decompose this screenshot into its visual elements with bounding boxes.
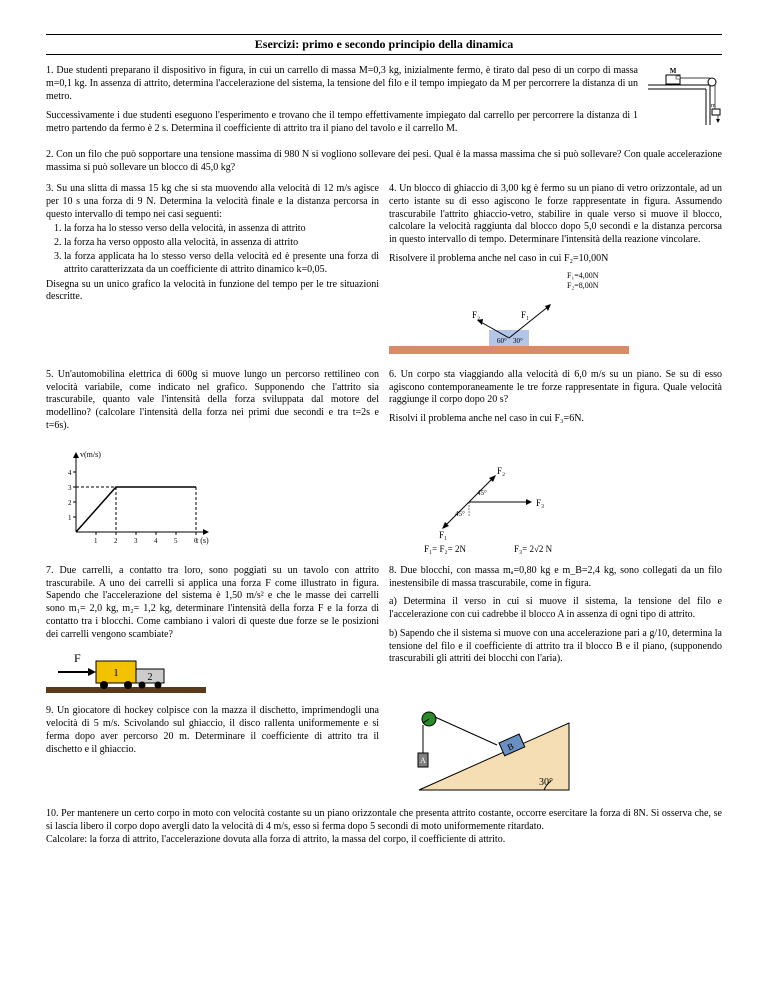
page-title: Esercizi: primo e secondo principio dell… (46, 34, 722, 55)
exercise-4: 4. Un blocco di ghiaccio di 3,00 kg è fe… (389, 183, 722, 361)
svg-text:1: 1 (113, 667, 119, 679)
svg-text:F: F (74, 651, 81, 665)
svg-text:5: 5 (174, 537, 178, 545)
ex8-b: b) Sapendo che il sistema si muove con u… (389, 628, 722, 666)
ex8-a: a) Determina il verso in cui si muove il… (389, 596, 722, 622)
svg-text:60°: 60° (497, 337, 507, 345)
ex3-item-3: la forza applicata ha lo stesso verso de… (64, 251, 379, 277)
svg-text:1: 1 (68, 514, 72, 522)
exercise-9: 9. Un giocatore di hockey colpisce con l… (46, 705, 379, 800)
ex1-figure: M m (648, 65, 722, 141)
svg-text:3: 3 (134, 537, 138, 545)
ex8-figure: A B 30° (389, 705, 722, 800)
svg-text:F₁: F₁ (521, 310, 529, 320)
svg-text:t (s): t (s) (196, 536, 209, 545)
ex1-p1: 1. Due studenti preparano il dispositivo… (46, 65, 638, 103)
svg-text:3: 3 (68, 484, 72, 492)
ex4-text: 4. Un blocco di ghiaccio di 3,00 kg è fe… (389, 183, 722, 247)
ex3-item-2: la forza ha verso opposto alla velocità,… (64, 237, 379, 250)
exercise-8: 8. Due blocchi, con massa mₐ=0,80 kg e m… (389, 565, 722, 698)
svg-text:F₁=4,00N: F₁=4,00N (567, 271, 599, 280)
svg-text:F₃= 2√2 N: F₃= 2√2 N (514, 544, 553, 554)
ex10-p2: Calcolare: la forza di attrito, l'accele… (46, 834, 722, 847)
ex7-figure: 1 2 F (46, 647, 379, 697)
svg-text:F₁: F₁ (439, 530, 447, 540)
svg-text:F₁= F₂= 2N: F₁= F₂= 2N (424, 544, 466, 554)
ex4-figure: F₁=4,00N F₂=8,00N F₂ F₁ 60° 30° (389, 266, 722, 361)
ex6-text: 6. Un corpo sta viaggiando alla velocità… (389, 369, 722, 407)
exercise-5: 5. Un'automobilina elettrica di 600g si … (46, 369, 379, 439)
svg-text:F₂=8,00N: F₂=8,00N (567, 281, 599, 290)
svg-text:F₂: F₂ (472, 310, 480, 320)
ex3-item-1: la forza ha lo stesso verso della veloci… (64, 223, 379, 236)
svg-text:v(m/s): v(m/s) (80, 450, 101, 459)
exercise-6: 6. Un corpo sta viaggiando alla velocità… (389, 369, 722, 439)
svg-text:30°: 30° (513, 337, 523, 345)
svg-text:m: m (711, 103, 716, 109)
svg-text:45°: 45° (477, 489, 487, 497)
svg-text:F₃: F₃ (536, 498, 544, 508)
svg-text:2: 2 (114, 537, 118, 545)
ex3-outro: Disegna su un unico grafico la velocità … (46, 279, 379, 305)
ex6-extra: Risolvi il problema anche nel caso in cu… (389, 413, 722, 426)
svg-text:2: 2 (68, 499, 72, 507)
svg-text:1: 1 (94, 537, 98, 545)
svg-text:4: 4 (68, 469, 72, 477)
ex7-text: 7. Due carrelli, a contatto tra loro, so… (46, 565, 379, 642)
ex3-intro: 3. Su una slitta di massa 15 kg che si s… (46, 183, 379, 221)
svg-text:2: 2 (148, 672, 153, 683)
ex4-extra: Risolvere il problema anche nel caso in … (389, 253, 722, 266)
ex1-p2: Successivamente i due studenti eseguono … (46, 110, 638, 136)
ex8-text: 8. Due blocchi, con massa mₐ=0,80 kg e m… (389, 565, 722, 591)
ex9-text: 9. Un giocatore di hockey colpisce con l… (46, 705, 379, 756)
svg-text:A: A (420, 756, 426, 765)
ex5-text: 5. Un'automobilina elettrica di 600g si … (46, 369, 379, 433)
svg-text:F₂: F₂ (497, 466, 505, 476)
exercise-2: 2. Con un filo che può sopportare una te… (46, 149, 722, 175)
svg-text:4: 4 (154, 537, 158, 545)
svg-text:6: 6 (194, 537, 198, 545)
svg-text:M: M (670, 67, 677, 75)
ex6-figure: F₃ F₂ 45° F₁ 45° F₁= F₂= 2N F₃= 2√2 N (389, 447, 722, 557)
svg-text:45°: 45° (455, 510, 465, 518)
ex5-figure: v(m/s) t (s) 1 2 3 4 1 2 3 4 5 6 (46, 447, 379, 557)
exercise-3: 3. Su una slitta di massa 15 kg che si s… (46, 183, 379, 361)
ex10-p1: 10. Per mantenere un certo corpo in moto… (46, 808, 722, 834)
exercise-7: 7. Due carrelli, a contatto tra loro, so… (46, 565, 379, 698)
exercise-1: 1. Due studenti preparano il dispositivo… (46, 65, 722, 141)
